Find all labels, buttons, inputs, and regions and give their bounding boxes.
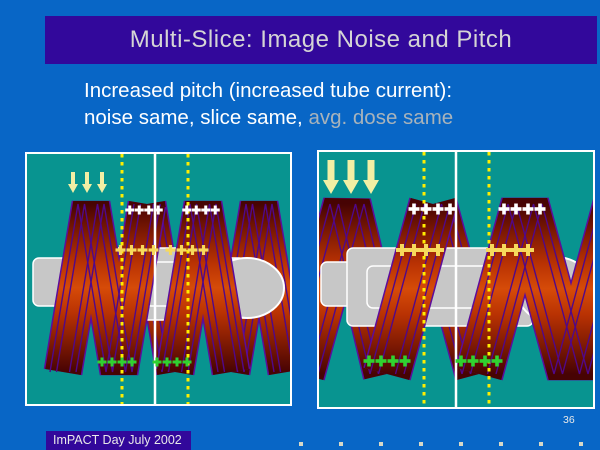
subtitle-line-2: noise same, slice same, avg. dose same: [84, 104, 453, 131]
subtitle: Increased pitch (increased tube current)…: [84, 77, 453, 131]
xray-beam-arrows: [68, 172, 107, 193]
subtitle-line-1: Increased pitch (increased tube current)…: [84, 79, 453, 102]
helix-normal-pitch: [32, 154, 290, 404]
title-bar: Multi-Slice: Image Noise and Pitch: [45, 16, 597, 64]
figure-panel-increased-pitch: [317, 150, 595, 409]
helix-increased-pitch: [319, 152, 593, 407]
footer-dot: [499, 442, 503, 446]
down-arrow-icon: [343, 160, 359, 194]
down-arrow-icon: [323, 160, 339, 194]
sample-tick-marks: [97, 205, 220, 367]
footer-dot: [579, 442, 583, 446]
subtitle-line-2-gray: avg. dose same: [302, 106, 454, 129]
subtitle-line-2-white: noise same, slice same,: [84, 106, 303, 129]
sample-tick-marks: [363, 203, 546, 367]
footer-dot: [299, 442, 303, 446]
footer-dot: [459, 442, 463, 446]
down-arrow-icon: [82, 172, 92, 193]
helix-diagram-increased-pitch: [319, 152, 593, 407]
down-arrow-icon: [97, 172, 107, 193]
helix-diagram-normal-pitch: [27, 154, 290, 404]
down-arrow-icon: [68, 172, 78, 193]
xray-beam-arrows: [323, 160, 379, 194]
figure-panel-normal-pitch: [25, 152, 292, 406]
footer-dot: [339, 442, 343, 446]
helix-ribbon-front: [43, 200, 251, 376]
down-arrow-icon: [363, 160, 379, 194]
page-number: 36: [563, 414, 575, 426]
helix-ribbon-front: [363, 197, 593, 381]
footer-label: ImPACT Day July 2002: [46, 431, 191, 450]
footer-dot: [419, 442, 423, 446]
footer-dot: [379, 442, 383, 446]
slide-title: Multi-Slice: Image Noise and Pitch: [129, 26, 513, 53]
footer-dot: [539, 442, 543, 446]
slice-position-lines: [422, 152, 491, 407]
